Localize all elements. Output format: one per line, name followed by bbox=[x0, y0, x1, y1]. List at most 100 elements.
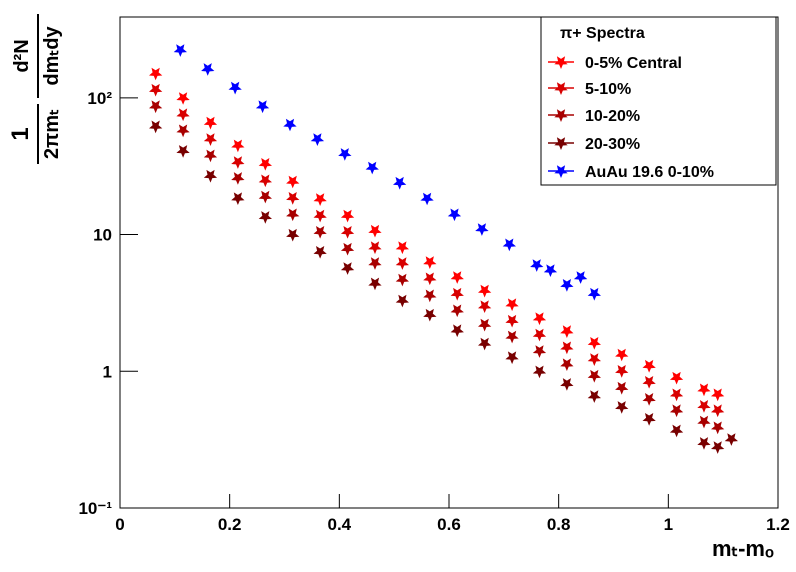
legend-marker bbox=[554, 137, 568, 150]
data-point bbox=[313, 226, 327, 239]
legend-label: 0-5% Central bbox=[585, 55, 682, 72]
y-axis-label: 1 2πmₜ d²N dmₜdy bbox=[7, 14, 63, 164]
data-point bbox=[573, 271, 588, 284]
data-point bbox=[711, 388, 725, 402]
y-label-part: 1 bbox=[7, 127, 34, 140]
data-point bbox=[395, 294, 409, 308]
data-point bbox=[201, 63, 215, 76]
data-point bbox=[149, 100, 163, 114]
data-point bbox=[475, 223, 489, 236]
x-tick-label: 0.8 bbox=[547, 515, 571, 534]
data-point bbox=[203, 133, 218, 146]
data-point bbox=[502, 238, 516, 252]
legend-label: AuAu 19.6 0-10% bbox=[585, 164, 714, 181]
data-point bbox=[231, 139, 245, 153]
data-point bbox=[543, 264, 558, 277]
data-point bbox=[338, 148, 352, 161]
data-point bbox=[258, 158, 272, 171]
data-point bbox=[505, 314, 519, 328]
data-point bbox=[203, 169, 218, 183]
y-tick-label: 1 bbox=[103, 362, 112, 381]
data-point bbox=[176, 145, 190, 158]
data-point bbox=[697, 400, 711, 413]
data-point bbox=[149, 83, 163, 97]
data-point bbox=[173, 44, 187, 57]
x-tick-label: 1.2 bbox=[766, 515, 790, 534]
data-point bbox=[423, 308, 437, 322]
data-point bbox=[532, 365, 547, 379]
data-point bbox=[697, 383, 711, 397]
data-point bbox=[286, 175, 300, 189]
data-point bbox=[532, 312, 547, 326]
data-point bbox=[560, 358, 574, 371]
data-point bbox=[450, 287, 464, 301]
data-point bbox=[505, 330, 519, 344]
data-point bbox=[711, 421, 725, 435]
data-point bbox=[286, 228, 300, 242]
x-axis-label: mₜ-mₒ bbox=[712, 536, 774, 561]
data-point bbox=[587, 369, 601, 383]
data-point bbox=[395, 241, 409, 255]
y-tick-label: 10⁻¹ bbox=[78, 499, 112, 518]
data-point bbox=[423, 289, 437, 303]
legend-label: 20-30% bbox=[585, 136, 640, 153]
data-point bbox=[313, 246, 327, 259]
data-point bbox=[395, 257, 409, 270]
data-point bbox=[176, 124, 190, 138]
data-point bbox=[478, 300, 492, 313]
data-point bbox=[560, 325, 574, 338]
data-point bbox=[310, 133, 325, 146]
data-point bbox=[560, 279, 574, 292]
data-point bbox=[340, 242, 355, 256]
data-point bbox=[368, 224, 382, 238]
data-point bbox=[340, 262, 355, 275]
data-point bbox=[669, 371, 684, 385]
data-point bbox=[420, 192, 434, 206]
x-tick-label: 0.4 bbox=[328, 515, 352, 534]
data-point bbox=[615, 381, 629, 395]
x-tick-label: 0.2 bbox=[218, 515, 242, 534]
y-tick-label: 10² bbox=[87, 89, 112, 108]
data-point bbox=[286, 192, 300, 205]
data-point bbox=[258, 190, 272, 204]
y-label-part: dmₜdy bbox=[41, 26, 63, 86]
legend-label: 5-10% bbox=[585, 81, 631, 98]
data-point bbox=[176, 92, 190, 105]
data-point bbox=[711, 404, 725, 418]
data-point bbox=[615, 401, 629, 414]
data-point bbox=[560, 378, 574, 391]
data-point bbox=[478, 284, 492, 298]
legend-marker bbox=[554, 56, 568, 69]
data-point bbox=[283, 118, 297, 132]
data-point bbox=[697, 415, 711, 429]
data-point bbox=[203, 149, 218, 163]
data-point bbox=[642, 413, 656, 426]
data-point bbox=[258, 211, 272, 224]
data-point bbox=[450, 304, 464, 318]
data-point bbox=[724, 433, 738, 446]
data-point bbox=[203, 116, 218, 130]
y-label-part: 2πmₜ bbox=[41, 109, 63, 159]
data-point bbox=[711, 441, 725, 454]
data-point bbox=[615, 365, 629, 378]
data-point bbox=[505, 298, 519, 312]
data-point bbox=[258, 174, 272, 188]
data-point bbox=[368, 241, 382, 255]
legend-marker bbox=[554, 165, 568, 178]
data-point bbox=[149, 67, 163, 81]
data-point bbox=[669, 404, 684, 418]
data-point bbox=[642, 376, 656, 389]
data-point bbox=[365, 161, 379, 175]
data-point bbox=[587, 337, 601, 350]
legend-marker bbox=[554, 109, 568, 122]
data-point bbox=[395, 273, 409, 287]
legend-box bbox=[540, 16, 777, 186]
data-point bbox=[697, 437, 711, 450]
data-point bbox=[313, 209, 327, 223]
data-point bbox=[478, 318, 492, 332]
data-point bbox=[587, 287, 601, 301]
data-point bbox=[560, 341, 574, 355]
x-tick-label: 0 bbox=[115, 515, 124, 534]
data-point bbox=[368, 277, 382, 291]
